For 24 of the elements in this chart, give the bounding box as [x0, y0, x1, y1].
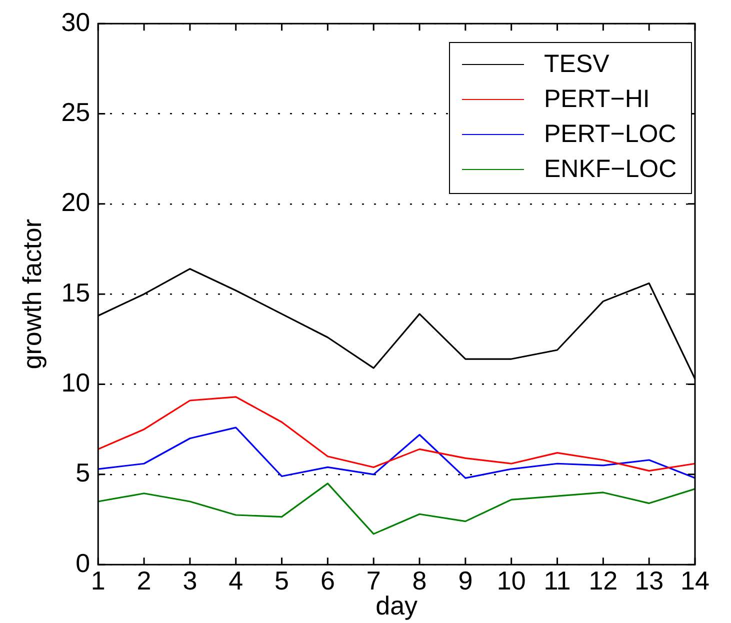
x-tick-label: 1 [90, 565, 106, 596]
y-tick-label: 15 [61, 277, 90, 308]
y-tick-label: 30 [61, 6, 90, 37]
x-tick-label: 14 [680, 565, 710, 596]
x-tick-label: 11 [544, 565, 571, 596]
x-tick-label: 4 [228, 565, 244, 596]
y-tick-label: 0 [76, 548, 90, 578]
legend-label: TESV [544, 48, 610, 80]
y-tick-label: 20 [61, 187, 90, 218]
y-axis-title: growth factor [16, 218, 47, 370]
legend-label: PERT−HI [544, 84, 650, 115]
x-tick-label: 6 [320, 565, 335, 596]
y-tick-label: 25 [61, 96, 90, 127]
x-tick-label: 13 [634, 565, 664, 596]
y-tick-label: 5 [76, 458, 90, 488]
legend-label: ENKF−LOC [544, 154, 677, 185]
legend-label: PERT−LOC [544, 118, 676, 150]
x-tick-label: 3 [182, 565, 198, 596]
x-tick-label: 12 [588, 565, 618, 596]
x-tick-label: 2 [136, 565, 152, 596]
y-tick-label: 10 [61, 367, 90, 398]
x-tick-label: 9 [458, 565, 473, 596]
x-tick-label: 5 [274, 565, 290, 596]
x-tick-label: 10 [496, 565, 526, 596]
